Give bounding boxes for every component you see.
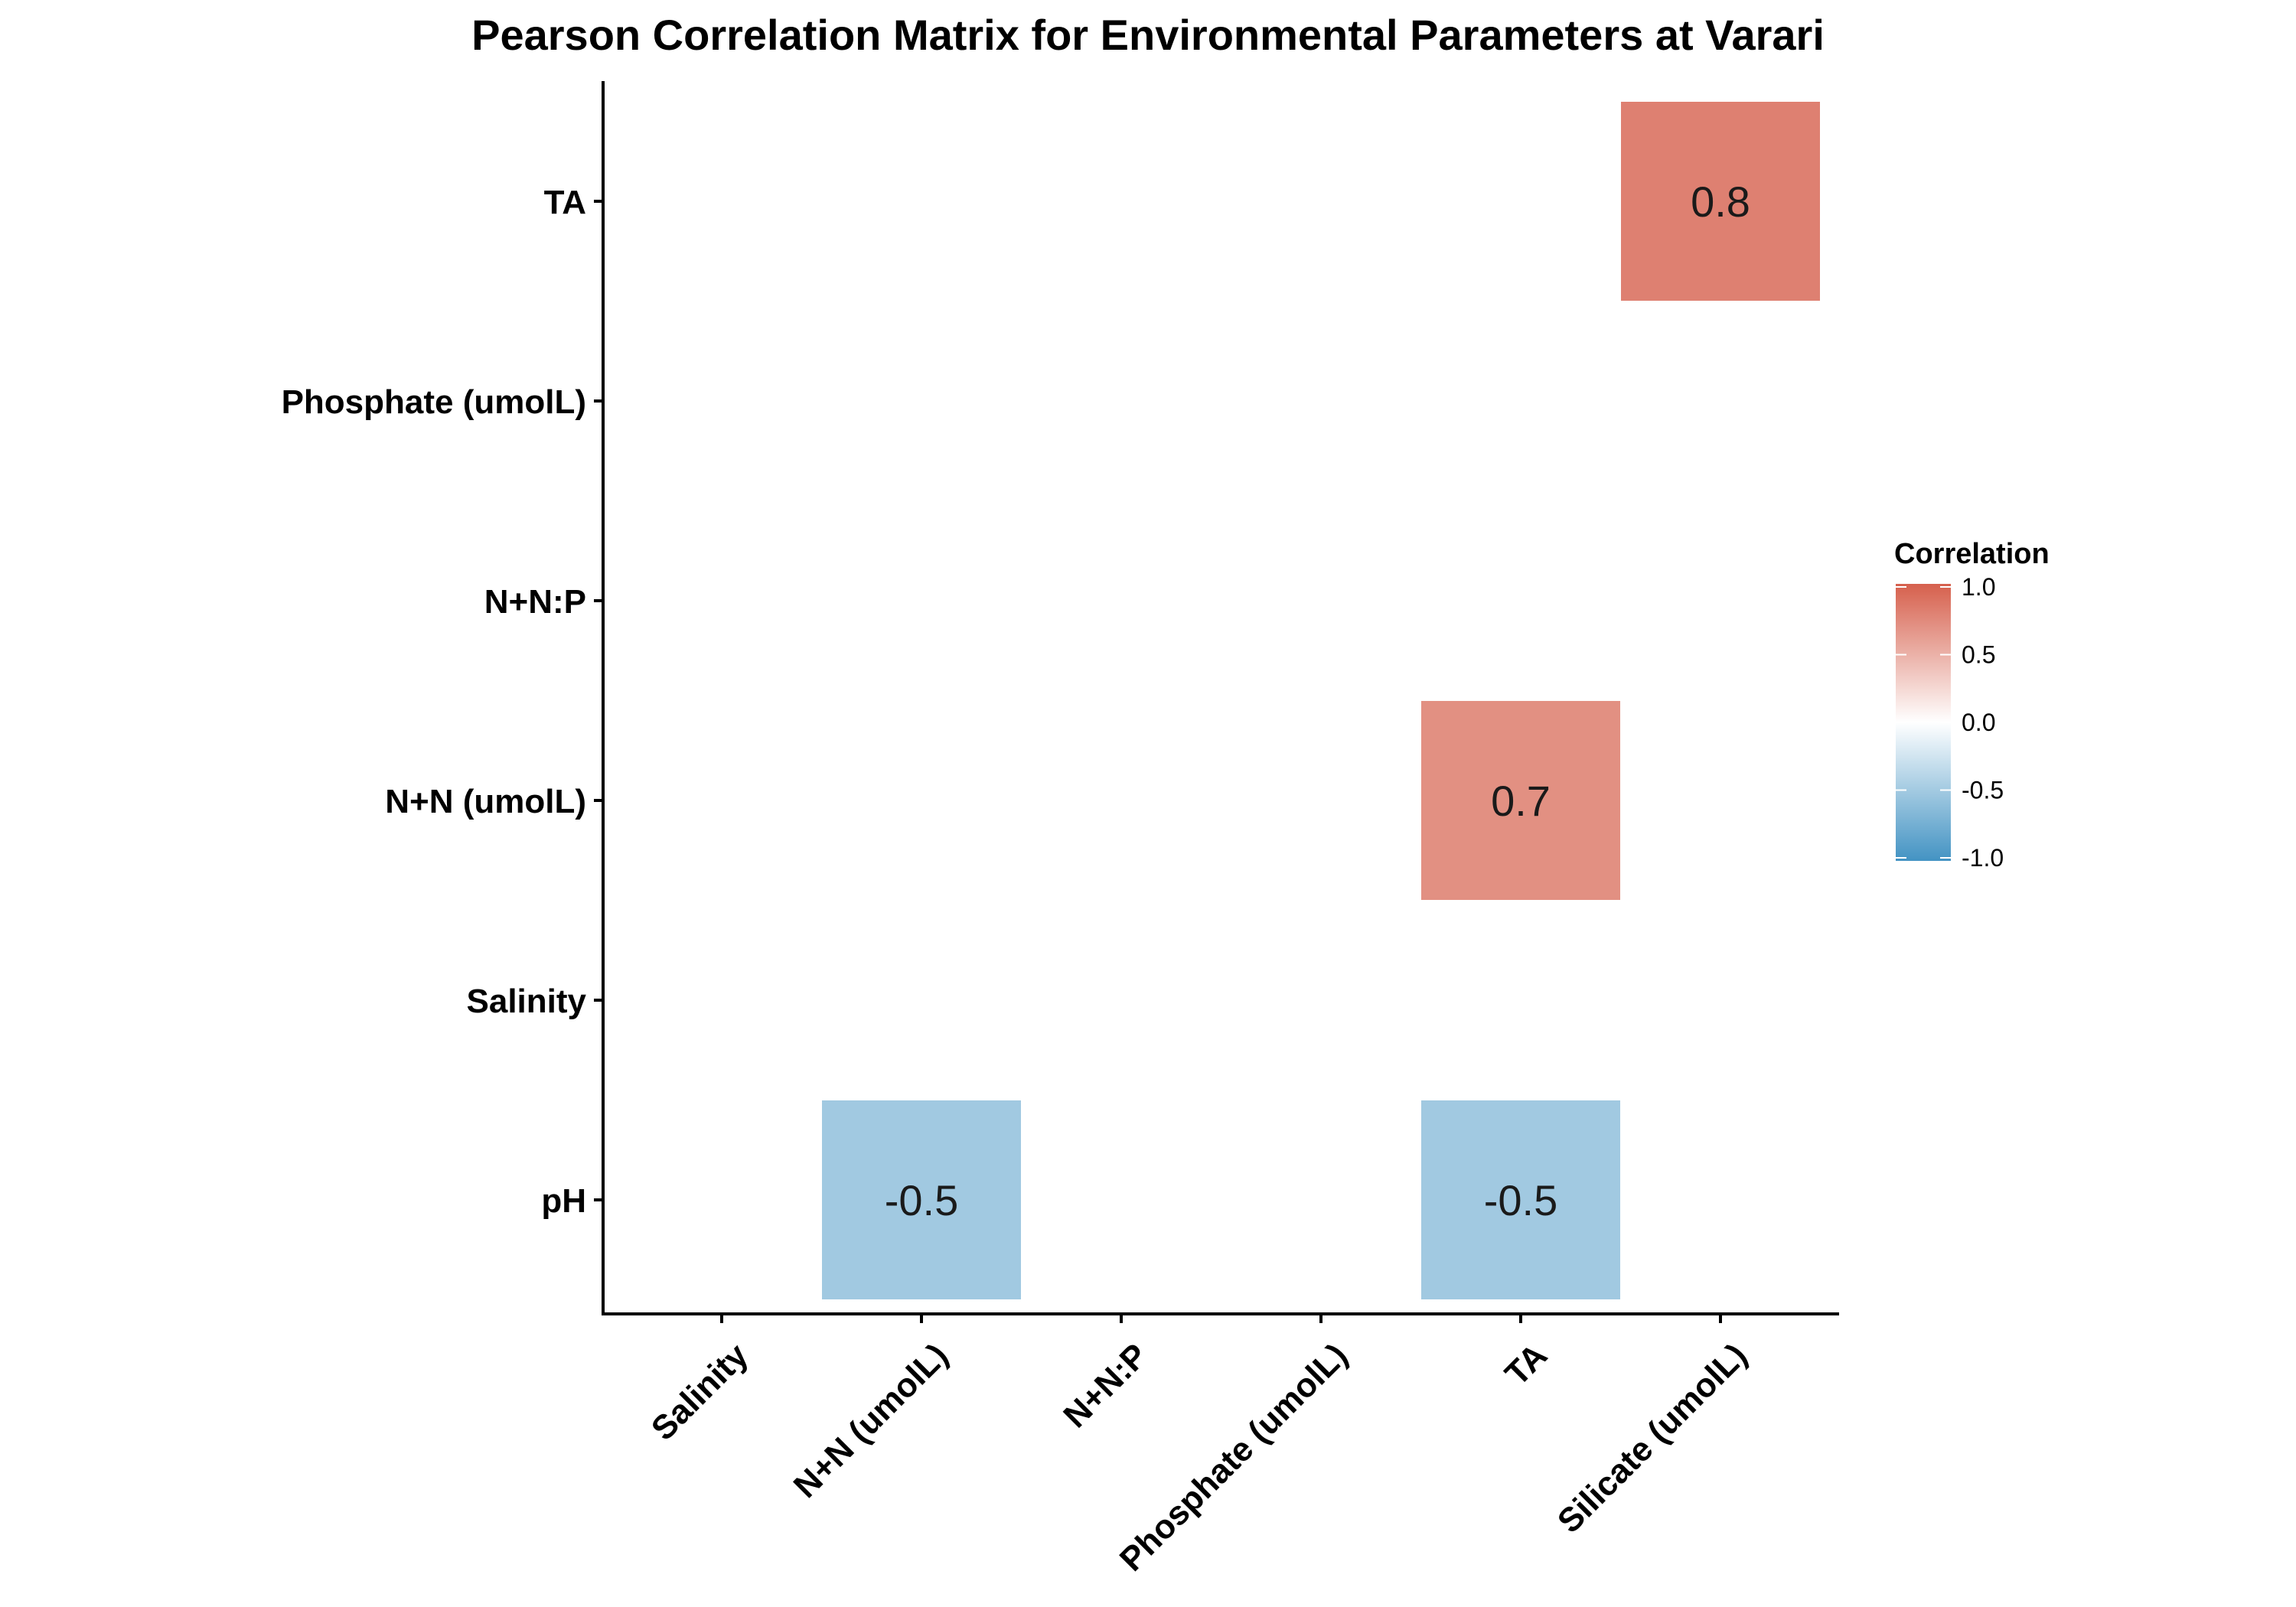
heatmap-cell-ta-ph (1421, 1100, 1620, 1299)
x-tick-label: TA (1498, 1336, 1554, 1393)
x-tick-label: Salinity (644, 1336, 756, 1448)
chart-title: Pearson Correlation Matrix for Environme… (471, 11, 1825, 59)
y-tick-label: TA (544, 184, 586, 221)
legend-ticks: 1.0 0.5 0.0 -0.5 -1.0 (1896, 573, 2004, 872)
x-tick-label: N+N:P (1056, 1336, 1155, 1435)
y-tick-label: Salinity (467, 983, 587, 1020)
heatmap-cell-silicate-umoll-ta (1621, 102, 1820, 301)
y-tick-label: N+N (umolL) (385, 783, 586, 820)
y-tick-label: pH (541, 1182, 586, 1220)
x-tick-label: Phosphate (umolL) (1113, 1336, 1355, 1578)
heatmap-cells: -0.5 -0.5 0.7 0.8 (822, 102, 1820, 1299)
legend-tick-label: 0.0 (1962, 709, 1995, 736)
axes (602, 81, 1839, 1315)
y-axis-ticks: pH Salinity N+N (umolL) N+N:P Phosphate (umo… (282, 184, 603, 1220)
heatmap-cell-ta-n-n-umoll (1421, 701, 1620, 900)
legend-tick-label: 1.0 (1962, 573, 1995, 601)
cell-value-label: 0.8 (1691, 178, 1750, 226)
heatmap-cell-n-n-umoll-ph (822, 1100, 1021, 1299)
cell-value-label: 0.7 (1491, 777, 1551, 825)
color-legend: Correlation 1.0 0.5 0.0 -0.5 -1.0 (1894, 538, 2050, 872)
legend-tick-label: 0.5 (1962, 641, 1995, 669)
legend-tick-label: -1.0 (1962, 844, 2004, 872)
legend-title: Correlation (1894, 538, 2050, 570)
y-tick-label: Phosphate (umolL) (282, 383, 586, 421)
x-tick-label: N+N (umolL) (787, 1336, 955, 1504)
y-tick-label: N+N:P (484, 583, 586, 621)
x-tick-label: Silicate (umolL) (1551, 1336, 1754, 1540)
cell-value-label: -0.5 (885, 1176, 959, 1224)
legend-tick-label: -0.5 (1962, 777, 2004, 804)
cell-value-label: -0.5 (1484, 1176, 1558, 1224)
